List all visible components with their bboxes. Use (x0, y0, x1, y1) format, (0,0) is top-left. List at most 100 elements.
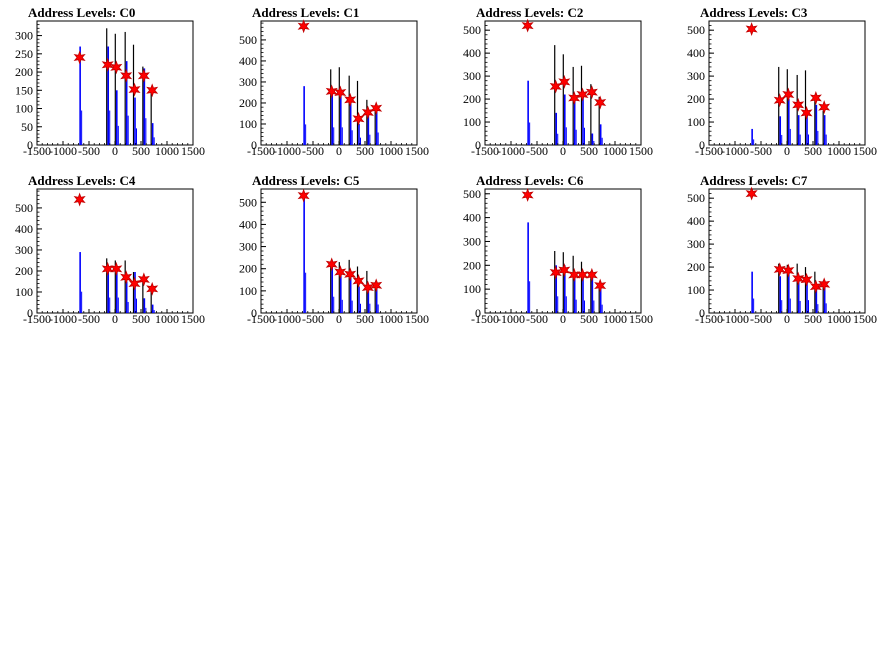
y-tick-label: 100 (687, 283, 705, 297)
peak-marker-star (297, 19, 310, 34)
peak-marker-star (325, 84, 338, 99)
peak-marker-star (146, 83, 159, 98)
peak-marker-star (110, 261, 123, 276)
x-tick-label: -1500 (247, 312, 275, 326)
peak-marker-star (137, 68, 150, 83)
x-tick-label: 500 (580, 312, 598, 326)
y-tick-label: 50 (21, 120, 33, 134)
panel-c3: Address Levels: C30100200300400500-1500-… (687, 5, 877, 158)
panel-title: Address Levels: C6 (476, 173, 584, 188)
peak-marker-star (101, 57, 114, 72)
peak-marker-star (325, 257, 338, 272)
peak-marker-star (809, 90, 822, 105)
peak-marker-star (521, 18, 534, 33)
peak-marker-star (352, 273, 365, 288)
y-tick-label: 200 (687, 92, 705, 106)
peak-marker-star (568, 90, 581, 105)
peak-marker-star (745, 22, 758, 37)
y-tick-label: 400 (463, 46, 481, 60)
x-tick-label: -1000 (497, 312, 525, 326)
y-tick-label: 300 (239, 240, 257, 254)
peak-marker-star (297, 188, 310, 203)
y-tick-label: 500 (687, 191, 705, 205)
x-tick-label: 1500 (181, 312, 205, 326)
x-tick-label: 0 (112, 144, 118, 158)
y-tick-label: 100 (239, 117, 257, 131)
y-tick-label: 400 (15, 222, 33, 236)
y-tick-label: 200 (463, 258, 481, 272)
x-tick-label: -1000 (49, 144, 77, 158)
y-tick-label: 400 (239, 54, 257, 68)
x-tick-label: -1000 (49, 312, 77, 326)
peak-marker-star (792, 271, 805, 286)
x-tick-label: -500 (750, 144, 772, 158)
y-tick-label: 500 (239, 33, 257, 47)
x-tick-label: 1000 (603, 144, 627, 158)
y-tick-label: 500 (15, 201, 33, 215)
x-tick-label: 1000 (155, 312, 179, 326)
peak-marker-star (818, 277, 831, 292)
peak-marker-star (334, 85, 347, 100)
peak-marker-star (370, 278, 383, 293)
x-tick-label: -500 (750, 312, 772, 326)
x-tick-label: 500 (356, 144, 374, 158)
y-tick-label: 300 (687, 69, 705, 83)
panel-title: Address Levels: C3 (700, 5, 808, 20)
panel-title: Address Levels: C7 (700, 173, 808, 188)
peak-marker-star (745, 186, 758, 201)
panel-c4: Address Levels: C40100200300400500-1500-… (15, 173, 205, 326)
peak-marker-star (110, 60, 123, 75)
peak-marker-star (521, 187, 534, 202)
peak-marker-star (594, 95, 607, 110)
peak-marker-star (782, 87, 795, 102)
x-tick-label: 1500 (853, 312, 877, 326)
peak-marker-star (585, 267, 598, 282)
x-tick-label: -1500 (471, 312, 499, 326)
y-tick-label: 0 (699, 306, 705, 320)
y-tick-label: 400 (687, 46, 705, 60)
y-tick-label: 100 (15, 285, 33, 299)
x-tick-label: 1500 (853, 144, 877, 158)
y-tick-label: 200 (15, 264, 33, 278)
panel-title: Address Levels: C4 (28, 173, 136, 188)
peak-marker-star (800, 105, 813, 120)
peak-marker-star (146, 281, 159, 296)
peak-marker-star (128, 82, 141, 97)
peak-marker-star (576, 267, 589, 282)
x-tick-label: 1500 (629, 312, 653, 326)
x-tick-label: -1500 (247, 144, 275, 158)
x-tick-label: 0 (112, 312, 118, 326)
x-tick-label: 1000 (603, 312, 627, 326)
x-tick-label: -500 (526, 144, 548, 158)
x-tick-label: 1500 (405, 312, 429, 326)
y-tick-label: 0 (699, 138, 705, 152)
x-tick-label: 500 (132, 312, 150, 326)
y-tick-label: 200 (463, 92, 481, 106)
panel-c5: Address Levels: C50100200300400500-1500-… (239, 173, 429, 326)
y-tick-label: 500 (687, 23, 705, 37)
peak-marker-star (549, 79, 562, 94)
peak-marker-star (73, 50, 86, 65)
peak-marker-star (137, 272, 150, 287)
x-tick-label: 500 (356, 312, 374, 326)
peak-marker-star (558, 74, 571, 89)
peak-marker-star (585, 85, 598, 100)
y-tick-label: 100 (463, 115, 481, 129)
x-tick-label: -1000 (721, 144, 749, 158)
peak-marker-star (568, 267, 581, 282)
y-tick-label: 100 (15, 102, 33, 116)
peak-marker-star (128, 276, 141, 291)
panel-title: Address Levels: C5 (252, 173, 360, 188)
y-tick-label: 500 (239, 195, 257, 209)
x-tick-label: 0 (784, 144, 790, 158)
y-tick-label: 250 (15, 47, 33, 61)
x-tick-label: -1500 (695, 312, 723, 326)
y-tick-label: 0 (27, 306, 33, 320)
y-tick-label: 0 (475, 306, 481, 320)
y-tick-label: 500 (463, 23, 481, 37)
y-tick-label: 100 (463, 282, 481, 296)
x-tick-label: -1500 (695, 144, 723, 158)
x-tick-label: 1000 (379, 312, 403, 326)
peak-marker-star (818, 100, 831, 115)
